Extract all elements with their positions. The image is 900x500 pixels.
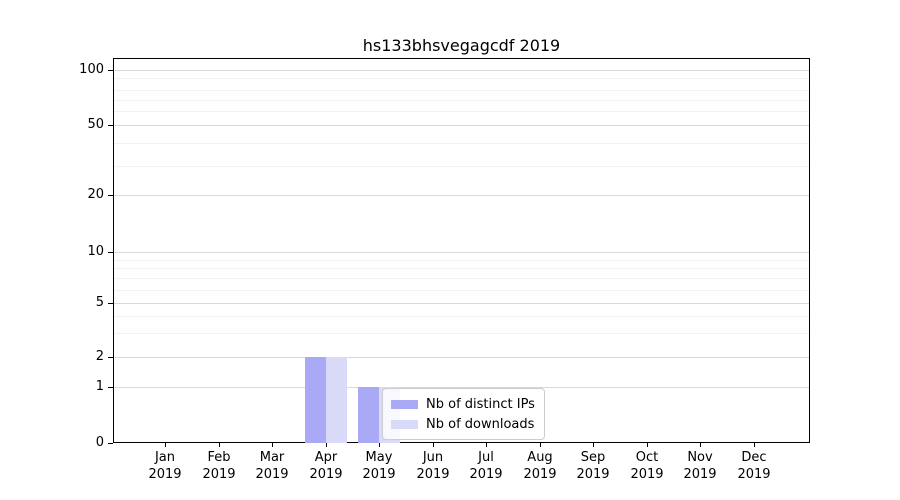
x-tick-label: Jun 2019 — [403, 449, 463, 483]
x-tick-mark — [433, 443, 434, 447]
x-tick-label-year: 2019 — [469, 467, 503, 482]
x-tick-label: Mar 2019 — [242, 449, 302, 483]
y-tick-label: 100 — [79, 62, 104, 77]
y-tick-mark — [108, 70, 113, 71]
x-tick-label-month: Feb — [207, 450, 231, 465]
y-tick-mark — [108, 252, 113, 253]
x-tick-label-year: 2019 — [202, 467, 236, 482]
x-tick-label-month: Sep — [580, 450, 606, 465]
gridline-minor — [114, 78, 809, 79]
x-tick-label-year: 2019 — [416, 467, 450, 482]
x-tick-label-month: May — [365, 450, 393, 465]
x-tick-label: Jul 2019 — [456, 449, 516, 483]
x-tick-label-year: 2019 — [683, 467, 717, 482]
x-tick-mark — [540, 443, 541, 447]
legend: Nb of distinct IPs Nb of downloads — [382, 388, 545, 440]
x-tick-label-month: Dec — [741, 450, 767, 465]
y-tick-label: 0 — [95, 435, 104, 450]
bar-distinct-ips-may — [358, 387, 379, 443]
y-tick-mark — [108, 443, 113, 444]
gridline-minor — [114, 111, 809, 112]
gridline-major — [114, 195, 809, 196]
chart-title: hs133bhsvegagcdf 2019 — [362, 36, 561, 55]
x-tick-label-month: Apr — [314, 450, 338, 465]
x-tick-label-year: 2019 — [362, 467, 396, 482]
x-tick-label-month: Oct — [635, 450, 659, 465]
x-tick-label: Apr 2019 — [296, 449, 356, 483]
bar-distinct-ips-apr — [305, 357, 326, 443]
y-tick-mark — [108, 195, 113, 196]
bar-downloads-apr — [326, 357, 347, 443]
gridline-minor — [114, 316, 809, 317]
gridline-major — [114, 387, 809, 388]
x-tick-mark — [326, 443, 327, 447]
gridline-minor — [114, 166, 809, 167]
x-tick-label-month: Jan — [154, 450, 176, 465]
x-tick-mark — [379, 443, 380, 447]
x-tick-label: Oct 2019 — [617, 449, 677, 483]
y-tick-label: 20 — [87, 187, 104, 202]
x-tick-label-month: Nov — [687, 450, 713, 465]
gridline-major — [114, 303, 809, 304]
gridline-minor — [114, 333, 809, 334]
legend-label-downloads: Nb of downloads — [426, 416, 535, 432]
y-tick-mark — [108, 125, 113, 126]
x-tick-mark — [219, 443, 220, 447]
y-tick-label: 5 — [95, 295, 104, 310]
x-tick-mark — [647, 443, 648, 447]
y-tick-mark — [108, 357, 113, 358]
x-tick-mark — [754, 443, 755, 447]
legend-item-downloads: Nb of downloads — [391, 414, 535, 434]
x-tick-label-year: 2019 — [630, 467, 664, 482]
x-tick-label-year: 2019 — [576, 467, 610, 482]
gridline-minor — [114, 290, 809, 291]
x-tick-label-year: 2019 — [255, 467, 289, 482]
y-tick-label: 1 — [95, 379, 104, 394]
x-tick-label: Aug 2019 — [510, 449, 570, 483]
x-tick-mark — [165, 443, 166, 447]
x-tick-label-month: Jul — [478, 450, 494, 465]
x-tick-mark — [593, 443, 594, 447]
x-tick-label-month: Jun — [422, 450, 444, 465]
gridline-major — [114, 70, 809, 71]
x-tick-label-year: 2019 — [148, 467, 182, 482]
gridline-minor — [114, 268, 809, 269]
x-tick-label-year: 2019 — [523, 467, 557, 482]
gridline-minor — [114, 90, 809, 91]
gridline-minor — [114, 143, 809, 144]
x-tick-label: May 2019 — [349, 449, 409, 483]
legend-swatch-distinct-ips-icon — [391, 399, 418, 409]
legend-label-distinct-ips: Nb of distinct IPs — [426, 396, 535, 412]
plot-area — [113, 58, 810, 443]
y-tick-mark — [108, 387, 113, 388]
y-tick-label: 10 — [87, 244, 104, 259]
gridline-major — [114, 252, 809, 253]
y-tick-label: 50 — [87, 117, 104, 132]
gridline-minor — [114, 278, 809, 279]
x-tick-label: Sep 2019 — [563, 449, 623, 483]
x-tick-label-year: 2019 — [309, 467, 343, 482]
x-tick-label-month: Mar — [259, 450, 285, 465]
legend-item-distinct-ips: Nb of distinct IPs — [391, 394, 535, 414]
gridline-minor — [114, 100, 809, 101]
x-tick-label: Jan 2019 — [135, 449, 195, 483]
gridline-major — [114, 357, 809, 358]
y-tick-label: 2 — [95, 349, 104, 364]
x-tick-label: Feb 2019 — [189, 449, 249, 483]
x-tick-label-month: Aug — [527, 450, 553, 465]
x-tick-mark — [486, 443, 487, 447]
x-tick-label-year: 2019 — [737, 467, 771, 482]
x-tick-mark — [272, 443, 273, 447]
x-tick-mark — [700, 443, 701, 447]
y-tick-mark — [108, 303, 113, 304]
gridline-major — [114, 125, 809, 126]
x-tick-label: Dec 2019 — [724, 449, 784, 483]
x-tick-label: Nov 2019 — [670, 449, 730, 483]
legend-swatch-downloads-icon — [391, 419, 418, 429]
gridline-minor — [114, 260, 809, 261]
